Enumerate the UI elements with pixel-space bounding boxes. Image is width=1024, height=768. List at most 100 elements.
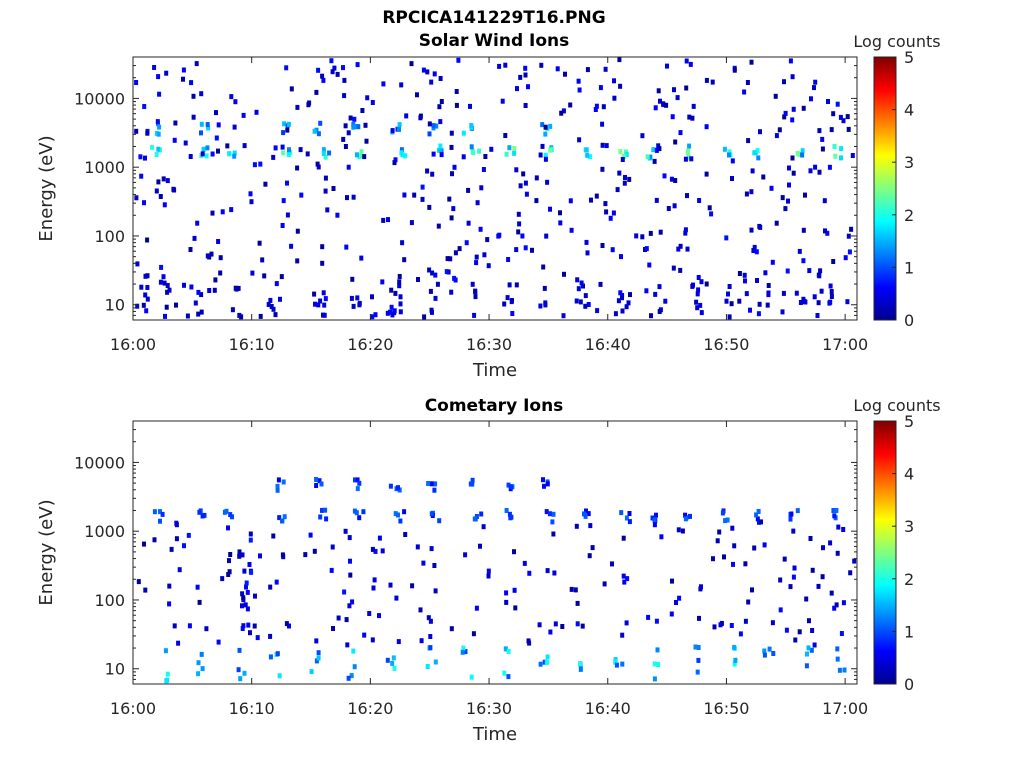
noise-cell-cometary <box>433 588 438 594</box>
data-cell-cometary <box>545 481 550 487</box>
noise-cell-cometary <box>504 590 509 596</box>
noise-cell-solar <box>164 70 169 76</box>
noise-cell-solar <box>316 67 321 73</box>
data-cell-solar <box>351 303 356 309</box>
noise-cell-solar <box>555 66 560 72</box>
noise-cell-cometary <box>373 548 378 554</box>
noise-cell-solar <box>524 191 529 197</box>
x-tick-label-cometary: 16:00 <box>110 699 156 718</box>
data-cell-solar <box>756 155 761 161</box>
noise-cell-solar <box>653 105 658 111</box>
noise-cell-cometary <box>816 583 821 589</box>
noise-cell-cometary <box>646 614 651 620</box>
data-cell-solar <box>727 152 731 158</box>
noise-cell-cometary <box>804 596 809 602</box>
data-cell-solar <box>727 149 732 155</box>
noise-cell-solar <box>688 61 693 67</box>
noise-cell-solar <box>586 302 591 307</box>
noise-cell-solar <box>684 85 689 91</box>
noise-cell-cometary <box>426 615 431 621</box>
noise-cell-cometary <box>569 586 574 592</box>
data-cell-cometary <box>196 671 201 677</box>
noise-cell-solar <box>696 275 701 280</box>
y-tick-label-solar: 1000 <box>84 158 125 177</box>
data-cell-solar <box>397 126 401 132</box>
data-cell-cometary <box>385 657 390 663</box>
data-cell-cometary <box>396 485 400 491</box>
noise-cell-solar <box>350 276 355 282</box>
noise-cell-solar <box>595 308 600 314</box>
data-cell-cometary <box>224 508 229 514</box>
noise-cell-cometary <box>136 579 141 585</box>
noise-cell-solar <box>782 114 787 120</box>
noise-cell-solar <box>482 252 487 258</box>
noise-cell-solar <box>690 115 695 121</box>
noise-cell-solar <box>448 256 453 262</box>
noise-cell-solar <box>315 161 320 167</box>
noise-cell-cometary <box>750 587 754 593</box>
noise-cell-solar <box>348 115 353 121</box>
data-cell-cometary <box>244 584 248 590</box>
data-cell-cometary <box>509 484 514 490</box>
noise-cell-solar <box>812 294 817 300</box>
noise-cell-solar <box>663 298 668 304</box>
data-cell-solar <box>273 312 278 318</box>
data-cell-cometary <box>391 655 396 661</box>
noise-cell-cometary <box>370 546 375 552</box>
noise-cell-cometary <box>174 536 179 542</box>
noise-cell-solar <box>191 114 196 120</box>
data-cell-cometary <box>479 511 484 517</box>
noise-cell-solar <box>585 250 590 256</box>
noise-cell-solar <box>181 67 186 73</box>
noise-cell-solar <box>620 157 625 162</box>
data-cell-solar <box>829 289 834 294</box>
axes-box-cometary <box>132 420 858 685</box>
noise-cell-solar <box>704 281 709 287</box>
data-cell-cometary <box>654 512 658 518</box>
data-cell-solar <box>318 298 323 304</box>
noise-cell-solar <box>523 103 528 108</box>
data-cell-cometary <box>683 512 688 518</box>
data-cell-cometary <box>316 655 321 661</box>
noise-cell-solar <box>433 272 438 278</box>
noise-cell-solar <box>262 273 267 279</box>
data-cell-solar <box>578 299 583 305</box>
data-cell-cometary <box>696 645 701 650</box>
noise-cell-solar <box>214 135 219 141</box>
noise-cell-solar <box>644 288 649 294</box>
noise-cell-solar <box>652 158 657 164</box>
noise-cell-solar <box>647 262 652 268</box>
noise-cell-solar <box>191 93 196 99</box>
data-cell-solar <box>435 281 440 287</box>
noise-cell-solar <box>142 200 146 206</box>
data-cell-solar <box>431 123 436 129</box>
data-cell-solar <box>193 300 198 306</box>
data-cell-solar <box>461 130 466 136</box>
noise-cell-solar <box>729 301 734 307</box>
noise-cell-cometary <box>722 554 726 560</box>
data-cell-cometary <box>355 486 360 492</box>
noise-cell-solar <box>622 180 627 186</box>
noise-cell-solar <box>220 209 225 215</box>
noise-cell-solar <box>689 156 694 162</box>
data-cell-cometary <box>504 508 509 513</box>
noise-cell-cometary <box>852 558 857 564</box>
noise-cell-cometary <box>522 560 527 566</box>
data-cell-cometary <box>627 511 632 516</box>
noise-cell-solar <box>803 192 807 198</box>
noise-cell-solar <box>466 220 471 226</box>
noise-cell-solar <box>144 308 149 314</box>
noise-cell-solar <box>320 73 325 79</box>
noise-cell-solar <box>134 195 139 201</box>
noise-cell-solar <box>195 220 200 226</box>
data-cell-solar <box>321 150 326 156</box>
noise-cell-solar <box>474 254 479 260</box>
noise-cell-cometary <box>182 543 186 549</box>
noise-cell-solar <box>399 82 404 88</box>
data-cell-solar <box>316 302 321 308</box>
data-cell-cometary <box>578 666 583 672</box>
noise-cell-solar <box>658 229 663 235</box>
data-cell-cometary <box>652 676 657 682</box>
noise-cell-solar <box>737 271 742 276</box>
noise-cell-cometary <box>812 642 817 648</box>
